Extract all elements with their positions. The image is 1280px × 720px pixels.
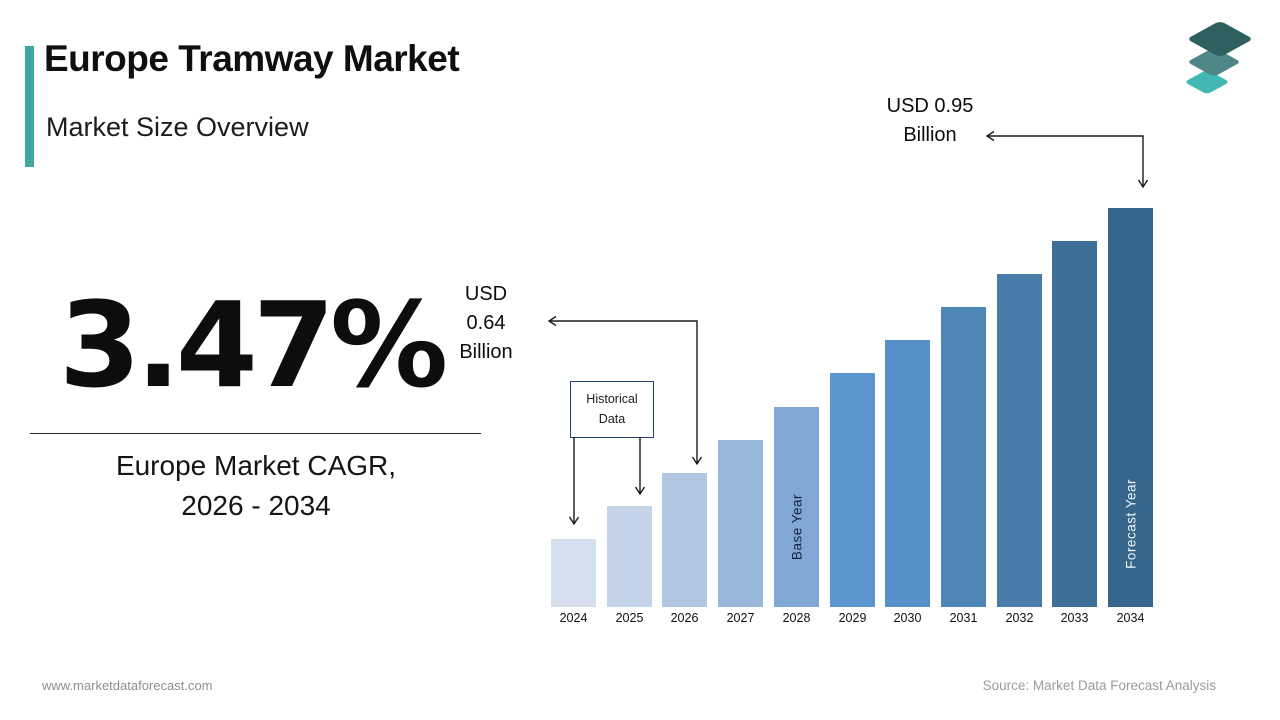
bar-year-label-2026: 2026 bbox=[670, 611, 699, 625]
bar-2032 bbox=[997, 274, 1042, 607]
cagr-caption: Europe Market CAGR, 2026 - 2034 bbox=[30, 446, 482, 526]
bar-2028: Base Year bbox=[774, 407, 819, 607]
forecast-year-label: Forecast Year bbox=[1123, 479, 1138, 569]
page-subtitle: Market Size Overview bbox=[46, 112, 309, 142]
annotation-usd-064-line3: Billion bbox=[459, 340, 513, 363]
source-note: Source: Market Data Forecast Analysis bbox=[982, 678, 1216, 693]
cagr-caption-line1: Europe Market CAGR, bbox=[115, 450, 397, 481]
bar-2033 bbox=[1052, 241, 1097, 607]
historical-label-line2: Data bbox=[598, 411, 626, 426]
cagr-value: 3.47% bbox=[58, 276, 448, 414]
bar-2026 bbox=[662, 473, 707, 607]
brand-logo-icon bbox=[1186, 22, 1251, 94]
website-url: www.marketdataforecast.com bbox=[42, 678, 213, 693]
bar-year-label-2028: 2028 bbox=[782, 611, 811, 625]
annotation-usd-064-line1: USD bbox=[464, 283, 508, 305]
bar-2030 bbox=[885, 340, 930, 607]
annotation-usd-064: USD 0.64 Billion bbox=[450, 280, 522, 366]
bar-year-label-2033: 2033 bbox=[1060, 611, 1089, 625]
bar-year-label-2029: 2029 bbox=[838, 611, 867, 625]
logo-layer-bottom bbox=[1186, 70, 1228, 94]
logo-layer-top bbox=[1189, 22, 1251, 56]
annotation-usd-095-line2: Billion bbox=[903, 124, 957, 146]
bar-2024 bbox=[551, 539, 596, 607]
cagr-caption-line2: 2026 - 2034 bbox=[181, 490, 331, 522]
annotation-usd-064-line2: 0.64 bbox=[466, 311, 506, 334]
bar-2034: Forecast Year bbox=[1108, 208, 1153, 607]
bar-2027 bbox=[718, 440, 763, 607]
page-title: Europe Tramway Market bbox=[44, 38, 460, 79]
title-accent-bar bbox=[25, 46, 34, 167]
stat-divider bbox=[30, 433, 481, 434]
annotation-usd-095-line1: USD 0.95 bbox=[886, 95, 974, 117]
bar-year-label-2031: 2031 bbox=[949, 611, 978, 625]
bar-2031 bbox=[941, 307, 986, 607]
base-year-label: Base Year bbox=[789, 493, 804, 560]
annotation-usd-095: USD 0.95 Billion bbox=[874, 92, 986, 150]
bar-year-label-2034: 2034 bbox=[1116, 611, 1145, 625]
bar-year-label-2024: 2024 bbox=[559, 611, 588, 625]
bar-year-label-2030: 2030 bbox=[893, 611, 922, 625]
logo-layer-middle bbox=[1189, 48, 1239, 76]
bar-year-label-2032: 2032 bbox=[1005, 611, 1034, 625]
bar-year-label-2025: 2025 bbox=[615, 611, 644, 625]
historical-data-label-box: Historical Data bbox=[570, 381, 654, 438]
bar-year-label-2027: 2027 bbox=[726, 611, 755, 625]
bar-2025 bbox=[607, 506, 652, 607]
bar-2029 bbox=[830, 373, 875, 607]
historical-label-line1: Historical bbox=[586, 392, 638, 407]
